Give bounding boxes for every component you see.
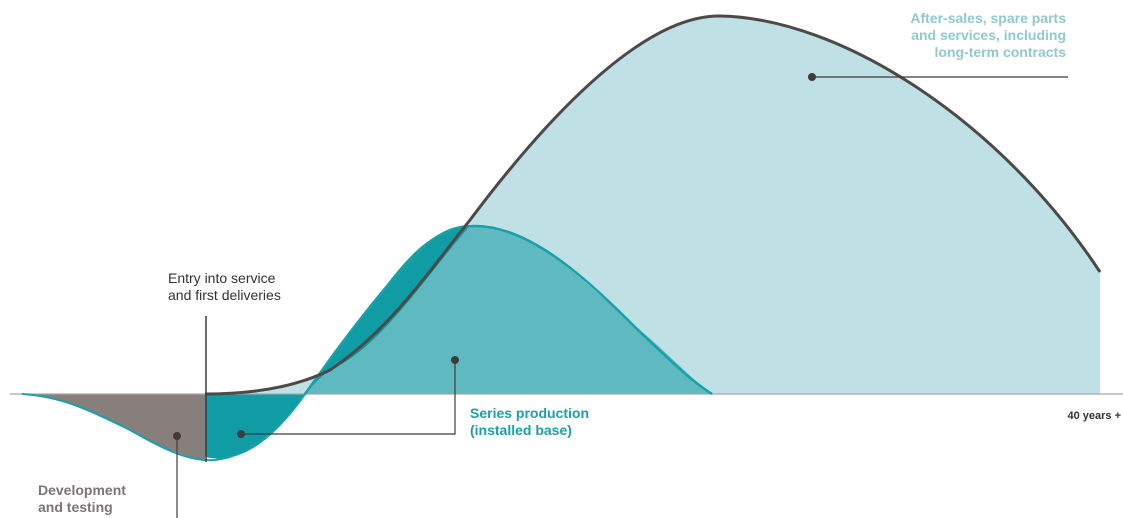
series-area-below <box>205 394 305 459</box>
series-area-light <box>305 225 712 394</box>
development-label: Development and testing <box>38 482 126 516</box>
series-dot-left <box>237 430 245 438</box>
x-axis-end-label: 40 years + <box>1067 410 1121 422</box>
aftersales-label: After-sales, spare parts and services, i… <box>910 10 1066 61</box>
series-label-line-1: Series production <box>470 405 590 421</box>
development-area <box>22 394 205 460</box>
series-label: Series production (installed base) <box>470 405 589 439</box>
entry-label: Entry into service and first deliveries <box>168 270 281 304</box>
series-outline <box>303 224 713 396</box>
series-label-line-2: (installed base) <box>470 422 572 438</box>
aftersales-dot <box>808 73 816 81</box>
dip-outline <box>21 393 306 462</box>
aftersales-area <box>205 15 1100 394</box>
series-leader <box>241 360 456 435</box>
aftersales-label-line-2: and services, including <box>911 27 1066 43</box>
development-dot <box>173 432 181 440</box>
development-label-line-2: and testing <box>38 499 113 515</box>
entry-label-line-2: and first deliveries <box>168 287 281 303</box>
aftersales-curve <box>204 14 1102 396</box>
aftersales-label-line-1: After-sales, spare parts <box>910 10 1066 26</box>
entry-label-line-1: Entry into service <box>168 270 276 286</box>
series-dot-right <box>451 356 459 364</box>
aftersales-label-line-3: long-term contracts <box>934 44 1066 60</box>
development-label-line-1: Development <box>38 482 126 498</box>
